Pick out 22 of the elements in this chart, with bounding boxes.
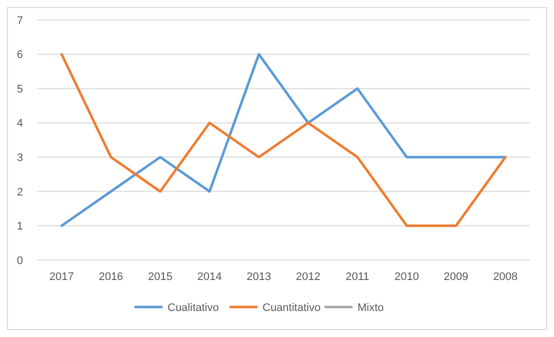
x-tick-label: 2013	[246, 271, 272, 283]
legend-label: Mixto	[358, 302, 384, 314]
y-tick-label: 0	[16, 254, 23, 267]
y-tick-label: 7	[16, 14, 23, 27]
y-tick-label: 5	[16, 83, 23, 96]
y-tick-label: 1	[16, 220, 23, 233]
x-tick-label: 2009	[444, 271, 468, 283]
x-tick-label: 2010	[394, 271, 419, 283]
x-tick-label: 2008	[493, 271, 518, 283]
y-tick-label: 3	[16, 152, 23, 164]
x-tick-label: 2017	[49, 271, 74, 283]
legend-label: Cualitativo	[168, 302, 219, 314]
x-tick-label: 2015	[148, 271, 172, 283]
line-series	[60, 53, 507, 227]
x-tick-label: 2016	[98, 271, 124, 283]
x-tick-label: 2011	[346, 271, 370, 283]
x-tick-label: 2014	[197, 271, 222, 283]
legend-label: Cuantitativo	[262, 302, 321, 314]
y-tick-label: 6	[16, 49, 23, 62]
y-tick-label: 2	[16, 186, 23, 198]
x-tick-label: 2012	[296, 271, 320, 283]
y-tick-label: 4	[16, 118, 23, 130]
